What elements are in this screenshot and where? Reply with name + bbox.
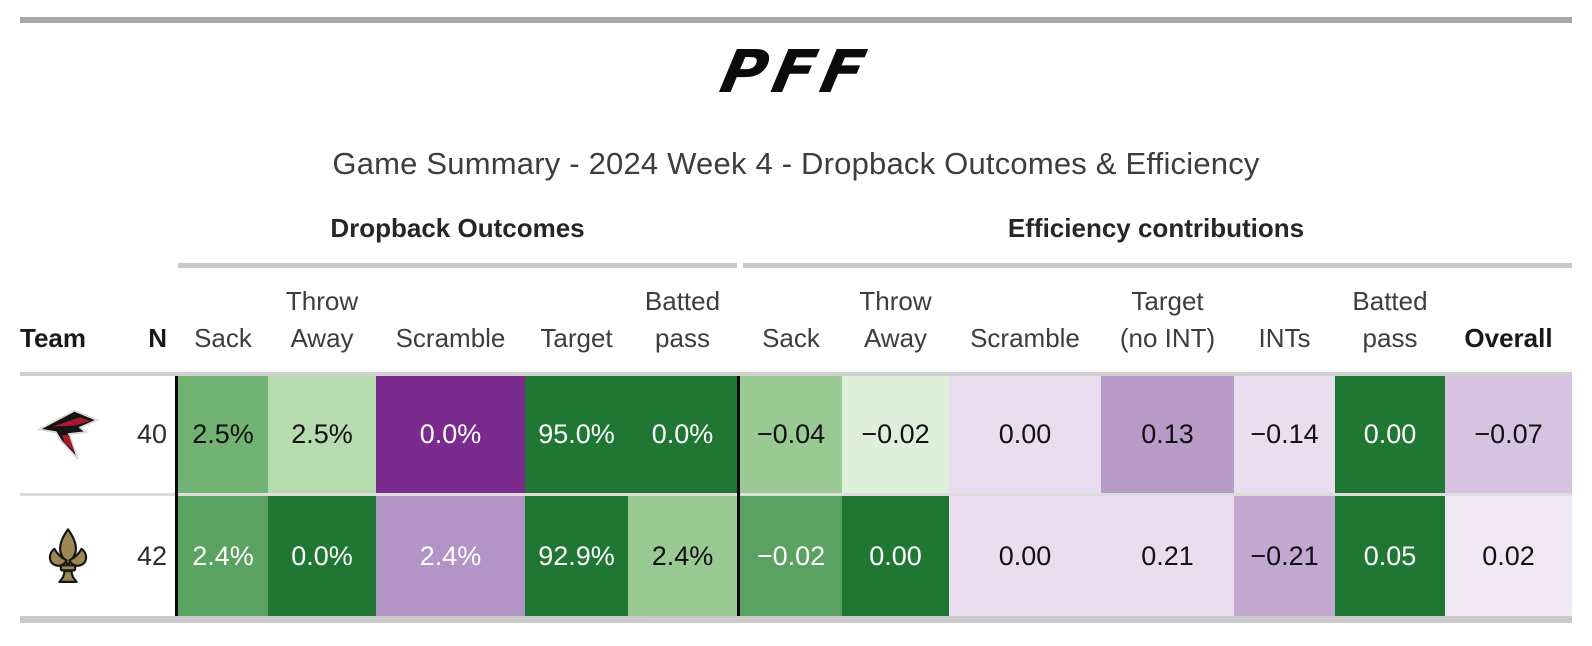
column-header-dropback-throw-away: Throw Away (285, 286, 359, 353)
group-divider-line (737, 376, 740, 616)
column-header-efficiency-target-no-int: Target (no INT) (1119, 286, 1216, 353)
column-header-n-line2: N (148, 323, 167, 353)
cell-dropback-scramble: 0.0% (376, 376, 525, 493)
cell-dropback-throw-away: 2.5% (268, 376, 376, 493)
column-header-efficiency-batted-pass: Batted pass (1352, 286, 1428, 353)
team-cell (20, 496, 115, 616)
page-title: Game Summary - 2024 Week 4 - Dropback Ou… (332, 146, 1260, 181)
cell-efficiency-scramble: 0.00 (949, 496, 1101, 616)
spanner-row: Dropback Outcomes Efficiency contributio… (20, 205, 1572, 269)
table-row-falcons: 40 2.5% 2.5% 0.0% 95.0% 0.0% −0.04 −0.02… (20, 376, 1572, 493)
column-header-dropback-scramble: Scramble (395, 323, 506, 353)
cell-dropback-sack: 2.4% (178, 496, 268, 616)
n-cell: 42 (136, 540, 167, 571)
stats-table: Dropback Outcomes Efficiency contributio… (20, 205, 1572, 623)
spanner-efficiency-contributions: Efficiency contributions (1007, 213, 1305, 243)
spanner-dropback-outcomes: Dropback Outcomes (330, 213, 585, 243)
column-header-dropback-target: Target (540, 323, 613, 353)
cell-dropback-target: 92.9% (525, 496, 628, 616)
column-header-dropback-batted-pass: Batted pass (644, 286, 721, 353)
column-header-dropback-sack: Sack (194, 323, 252, 353)
table-body: 40 2.5% 2.5% 0.0% 95.0% 0.0% −0.04 −0.02… (20, 376, 1572, 616)
cell-efficiency-sack: −0.04 (740, 376, 842, 493)
table-bottom-border (20, 616, 1572, 623)
cell-dropback-scramble: 2.4% (376, 496, 525, 616)
cell-efficiency-ints: −0.21 (1234, 496, 1335, 616)
cell-overall: 0.02 (1445, 496, 1572, 616)
team-cell (20, 376, 115, 493)
column-header-efficiency-sack: Sack (762, 323, 820, 353)
column-header-team: Team (20, 283, 115, 372)
new-orleans-saints-logo-icon (48, 528, 87, 583)
n-cell: 40 (136, 419, 167, 449)
cell-dropback-target: 95.0% (525, 376, 628, 493)
spanner-underline-dropback (178, 263, 737, 268)
cell-dropback-throw-away: 0.0% (268, 496, 376, 616)
pff-logo-text: PFF (714, 36, 878, 106)
cell-efficiency-target-no-int: 0.13 (1101, 376, 1234, 493)
cell-efficiency-throw-away: −0.02 (842, 376, 949, 493)
cell-dropback-sack: 2.5% (178, 376, 268, 493)
table-row-saints: 42 2.4% 0.0% 2.4% 92.9% 2.4% −0.02 0.00 … (20, 496, 1572, 616)
spanner-underline-efficiency (743, 263, 1572, 268)
cell-efficiency-sack: −0.02 (740, 496, 842, 616)
column-header-n: N (115, 283, 175, 372)
column-divider-line (175, 376, 178, 616)
column-header-efficiency-throw-away: Throw Away (859, 286, 932, 353)
column-header-team-line2: Team (20, 323, 86, 353)
cell-efficiency-batted-pass: 0.00 (1335, 376, 1445, 493)
cell-overall: −0.07 (1445, 376, 1572, 493)
top-rule-bar (20, 17, 1572, 23)
cell-dropback-batted-pass: 2.4% (628, 496, 737, 616)
pff-logo: PFF (0, 34, 1592, 108)
cell-dropback-batted-pass: 0.0% (628, 376, 737, 493)
row-divider (20, 493, 1572, 496)
cell-efficiency-scramble: 0.00 (949, 376, 1101, 493)
column-header-efficiency-scramble: Scramble (970, 323, 1080, 353)
cell-efficiency-ints: −0.14 (1234, 376, 1335, 493)
cell-efficiency-throw-away: 0.00 (842, 496, 949, 616)
column-header-overall: Overall (1464, 323, 1553, 353)
column-header-row: Team N Sack Throw Away Scramble Target B… (20, 269, 1572, 376)
cell-efficiency-batted-pass: 0.05 (1335, 496, 1445, 616)
column-header-efficiency-ints: INTs (1258, 323, 1311, 353)
atlanta-falcons-logo-icon (36, 409, 99, 460)
cell-efficiency-target-no-int: 0.21 (1101, 496, 1234, 616)
